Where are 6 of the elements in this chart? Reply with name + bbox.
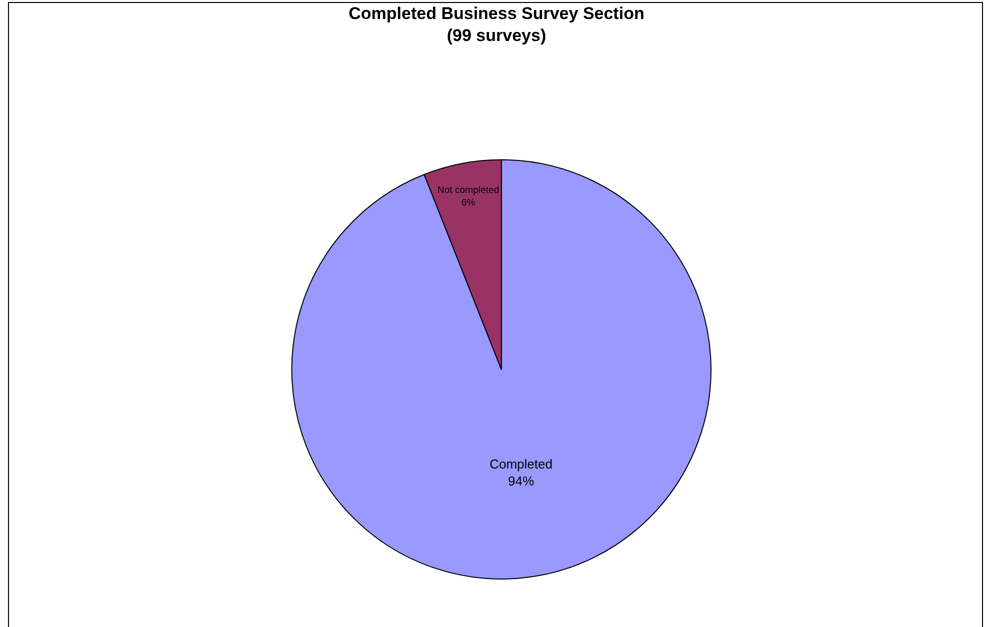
data-label: 94% [508,473,534,488]
pie-slice [291,159,712,580]
chart-title: Completed Business Survey Section (99 surveys) [348,4,644,46]
slice-label: Completed [490,456,552,472]
slice-label: Not completed [437,185,500,196]
data-label: 6% [461,198,476,209]
